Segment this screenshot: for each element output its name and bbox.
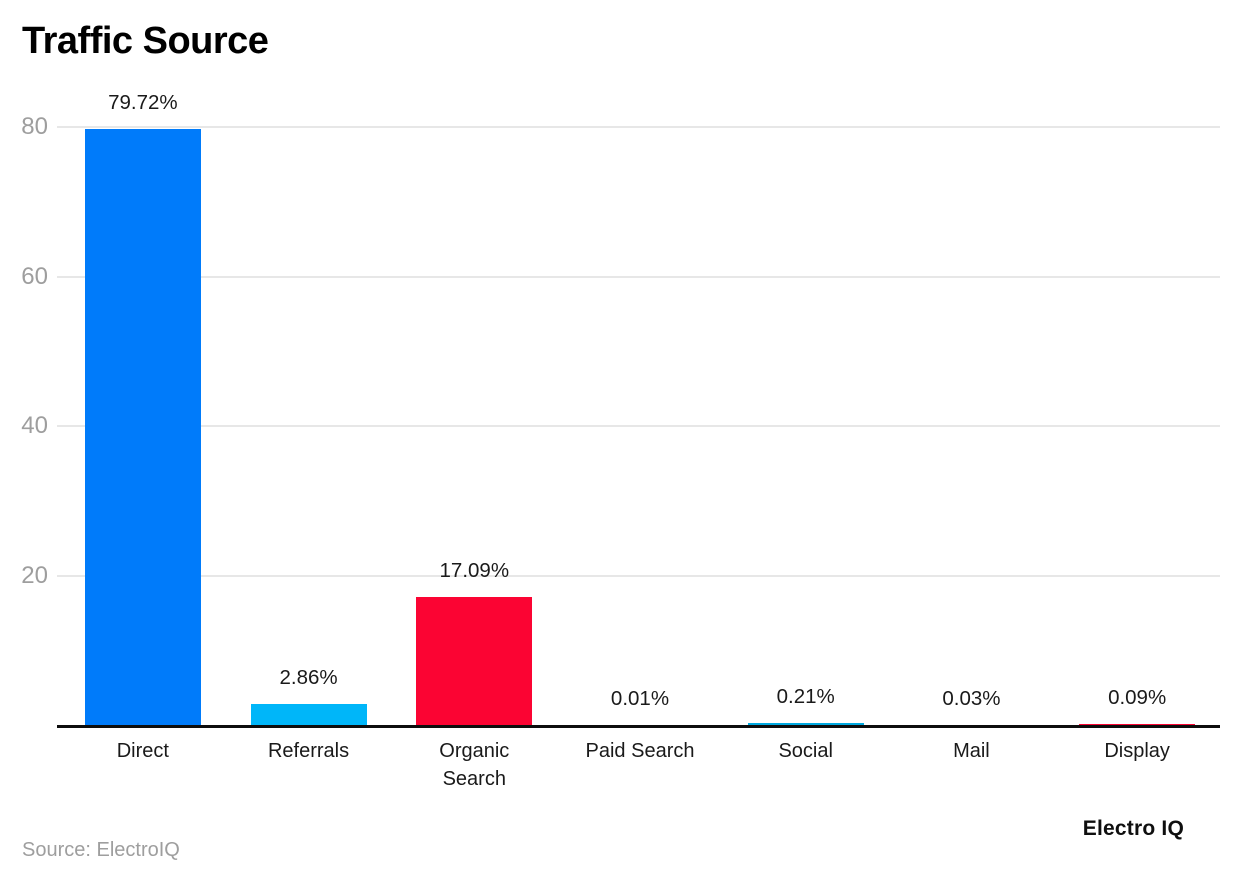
chart-title: Traffic Source (22, 20, 269, 62)
bar-value-label: 0.21% (776, 685, 835, 709)
bar-value-label: 79.72% (108, 91, 178, 115)
source-note: Source: ElectroIQ (22, 839, 180, 861)
x-axis-label: Paid Search (585, 740, 695, 762)
bar-value-label: 0.01% (610, 686, 670, 710)
x-axis-label: Mail (953, 740, 990, 762)
bar-value-label: 17.09% (439, 559, 510, 583)
gridline-60 (57, 275, 1220, 278)
x-axis-line (57, 725, 1220, 728)
x-axis-label: Referrals (267, 740, 350, 762)
brand-logo: Electro IQ (1082, 817, 1184, 840)
bar-referrals (250, 703, 367, 725)
y-axis-tick-label: 60 (21, 262, 48, 290)
x-axis-label: Social (778, 740, 833, 762)
x-axis-label: Display (1104, 740, 1170, 762)
bar-display (1079, 724, 1196, 725)
bar-social (747, 723, 864, 725)
bar-value-label: 0.03% (942, 686, 1001, 710)
bar-value-label: 2.86% (279, 665, 338, 689)
gridline-80 (57, 126, 1220, 128)
gridline-40 (57, 425, 1220, 427)
y-axis-tick-label: 20 (21, 561, 48, 589)
bar-direct (84, 129, 201, 725)
gridline-20 (57, 574, 1220, 577)
y-axis-tick-label: 40 (21, 412, 48, 439)
bar-value-label: 0.09% (1108, 686, 1167, 710)
y-axis-tick-label: 80 (21, 113, 48, 140)
bar-organic-search (416, 597, 533, 725)
x-axis-label: Direct (116, 740, 169, 762)
x-axis-label: Organic Search (439, 740, 510, 790)
